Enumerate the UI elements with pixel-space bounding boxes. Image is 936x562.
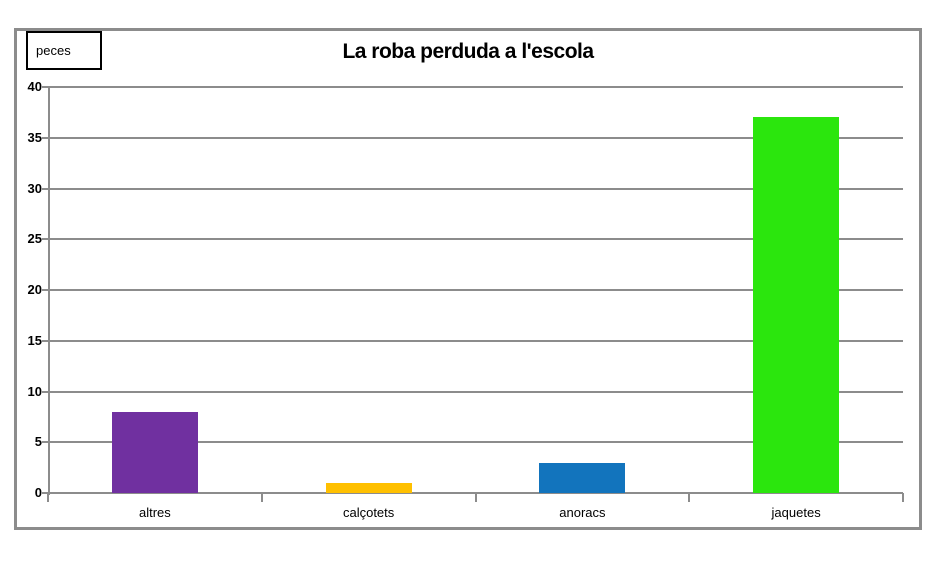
y-axis-tick-label: 5 (34, 434, 42, 450)
x-axis-category-label: altres (138, 505, 171, 520)
x-axis-category-label: anoracs (559, 505, 606, 520)
legend-box: peces (26, 31, 102, 70)
x-axis-tick (688, 493, 691, 502)
x-axis-tick (902, 493, 904, 502)
y-axis-tick-label: 10 (27, 383, 42, 399)
gridline (42, 441, 903, 444)
gridline (42, 86, 903, 88)
bar-anoracs (539, 462, 626, 493)
gridline (42, 289, 903, 291)
gridline (42, 136, 903, 139)
x-axis-category-label: jaquetes (771, 505, 821, 520)
bar-altres (111, 411, 198, 493)
bar-jaquetes (753, 117, 840, 493)
x-axis-tick (47, 493, 49, 502)
gridline (42, 238, 903, 241)
y-axis-line (48, 87, 50, 495)
x-axis-category-label: calçotets (342, 505, 395, 520)
legend-label: peces (36, 43, 71, 58)
bar-calcotets (325, 482, 412, 493)
gridline (42, 339, 903, 342)
chart-title: La roba perduda a l'escola (342, 40, 594, 63)
y-axis-tick-label: 20 (27, 282, 42, 297)
y-axis-tick-label: 40 (27, 79, 42, 94)
y-axis-tick-label: 15 (27, 332, 42, 348)
y-axis-tick-label: 35 (27, 129, 42, 145)
y-axis-tick-label: 25 (27, 231, 42, 247)
gridline (42, 492, 903, 494)
gridline (42, 390, 903, 393)
x-axis-tick (474, 493, 477, 502)
y-axis-tick-label: 30 (27, 180, 42, 196)
y-axis-tick-label: 0 (34, 485, 42, 500)
x-axis-tick (260, 493, 263, 502)
gridline (42, 187, 903, 190)
